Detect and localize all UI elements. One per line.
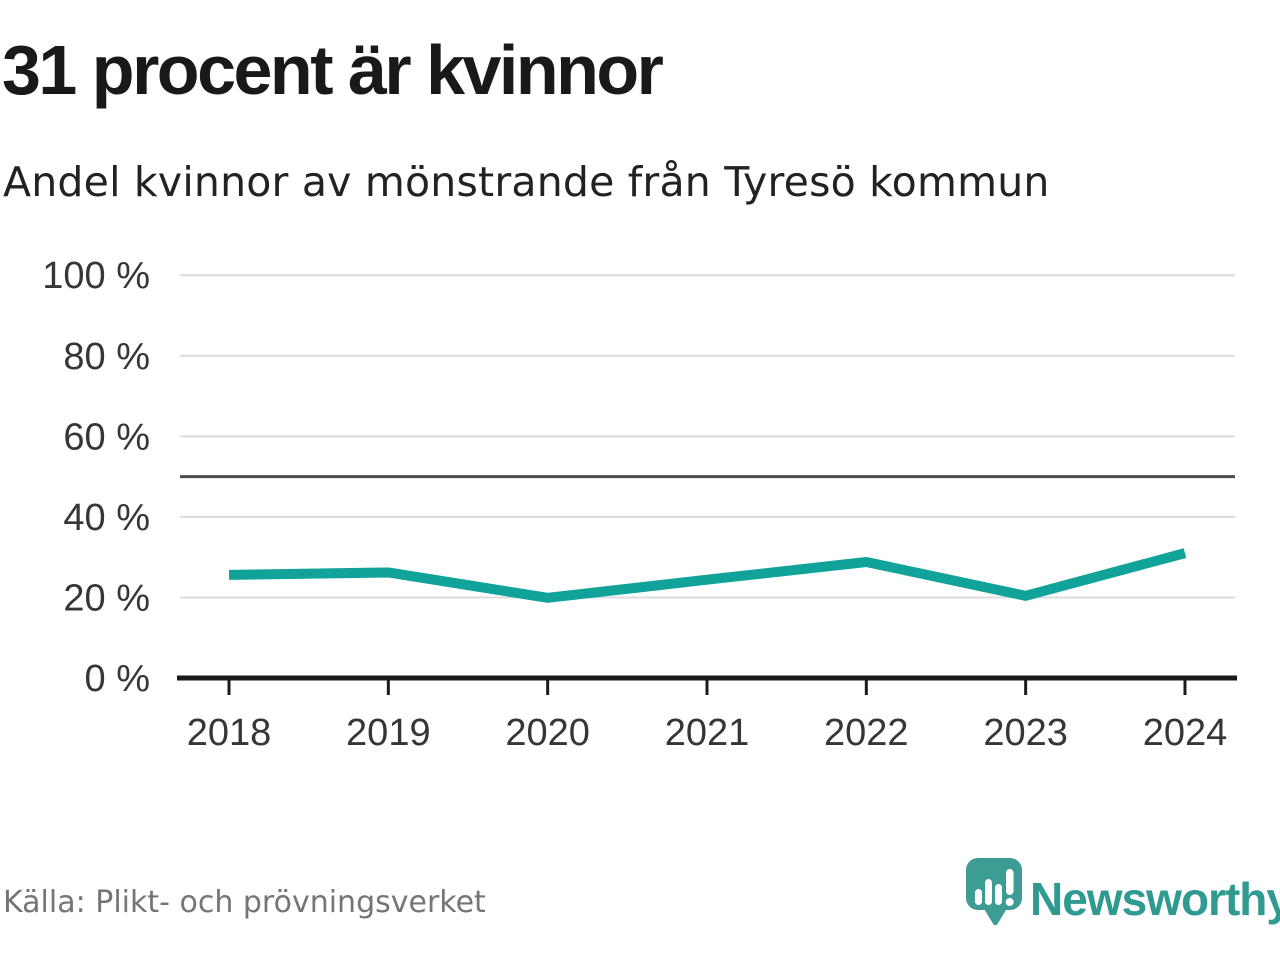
y-tick-label-20: 20 % bbox=[63, 577, 150, 619]
series-line bbox=[228, 548, 1187, 603]
x-tick-label-2021: 2021 bbox=[665, 712, 750, 754]
y-tick-label-40: 40 % bbox=[63, 497, 150, 539]
speech-bubble-shape bbox=[966, 858, 1022, 926]
chart-title: 31 procent är kvinnor bbox=[2, 31, 664, 109]
x-tick-label-2023: 2023 bbox=[983, 712, 1068, 754]
x-tick-label-2022: 2022 bbox=[824, 712, 909, 754]
chart-subtitle: Andel kvinnor av mönstrande från Tyresö … bbox=[3, 158, 1050, 206]
x-tick-label-2018: 2018 bbox=[187, 712, 272, 754]
bar-icon-tall bbox=[985, 879, 992, 905]
y-tick-label-60: 60 % bbox=[63, 416, 150, 458]
y-tick-label-100: 100 % bbox=[42, 255, 150, 297]
exclamation-bar-icon bbox=[1006, 869, 1014, 895]
y-tick-label-80: 80 % bbox=[63, 336, 150, 378]
source-caption: Källa: Plikt- och prövningsverket bbox=[3, 885, 486, 920]
newsworthy-logo: Newsworthy bbox=[964, 856, 1280, 936]
bar-icon-short bbox=[975, 889, 982, 905]
newsworthy-badge-icon bbox=[966, 858, 1022, 926]
exclamation-dot-icon bbox=[1005, 898, 1014, 906]
x-tick-label-2024: 2024 bbox=[1143, 712, 1228, 754]
x-tick-label-2019: 2019 bbox=[346, 712, 431, 754]
brand-name: Newsworthy bbox=[1030, 873, 1280, 925]
bar-icon-medium bbox=[995, 884, 1002, 905]
x-tick-label-2020: 2020 bbox=[505, 712, 590, 754]
y-tick-label-0: 0 % bbox=[85, 658, 150, 700]
